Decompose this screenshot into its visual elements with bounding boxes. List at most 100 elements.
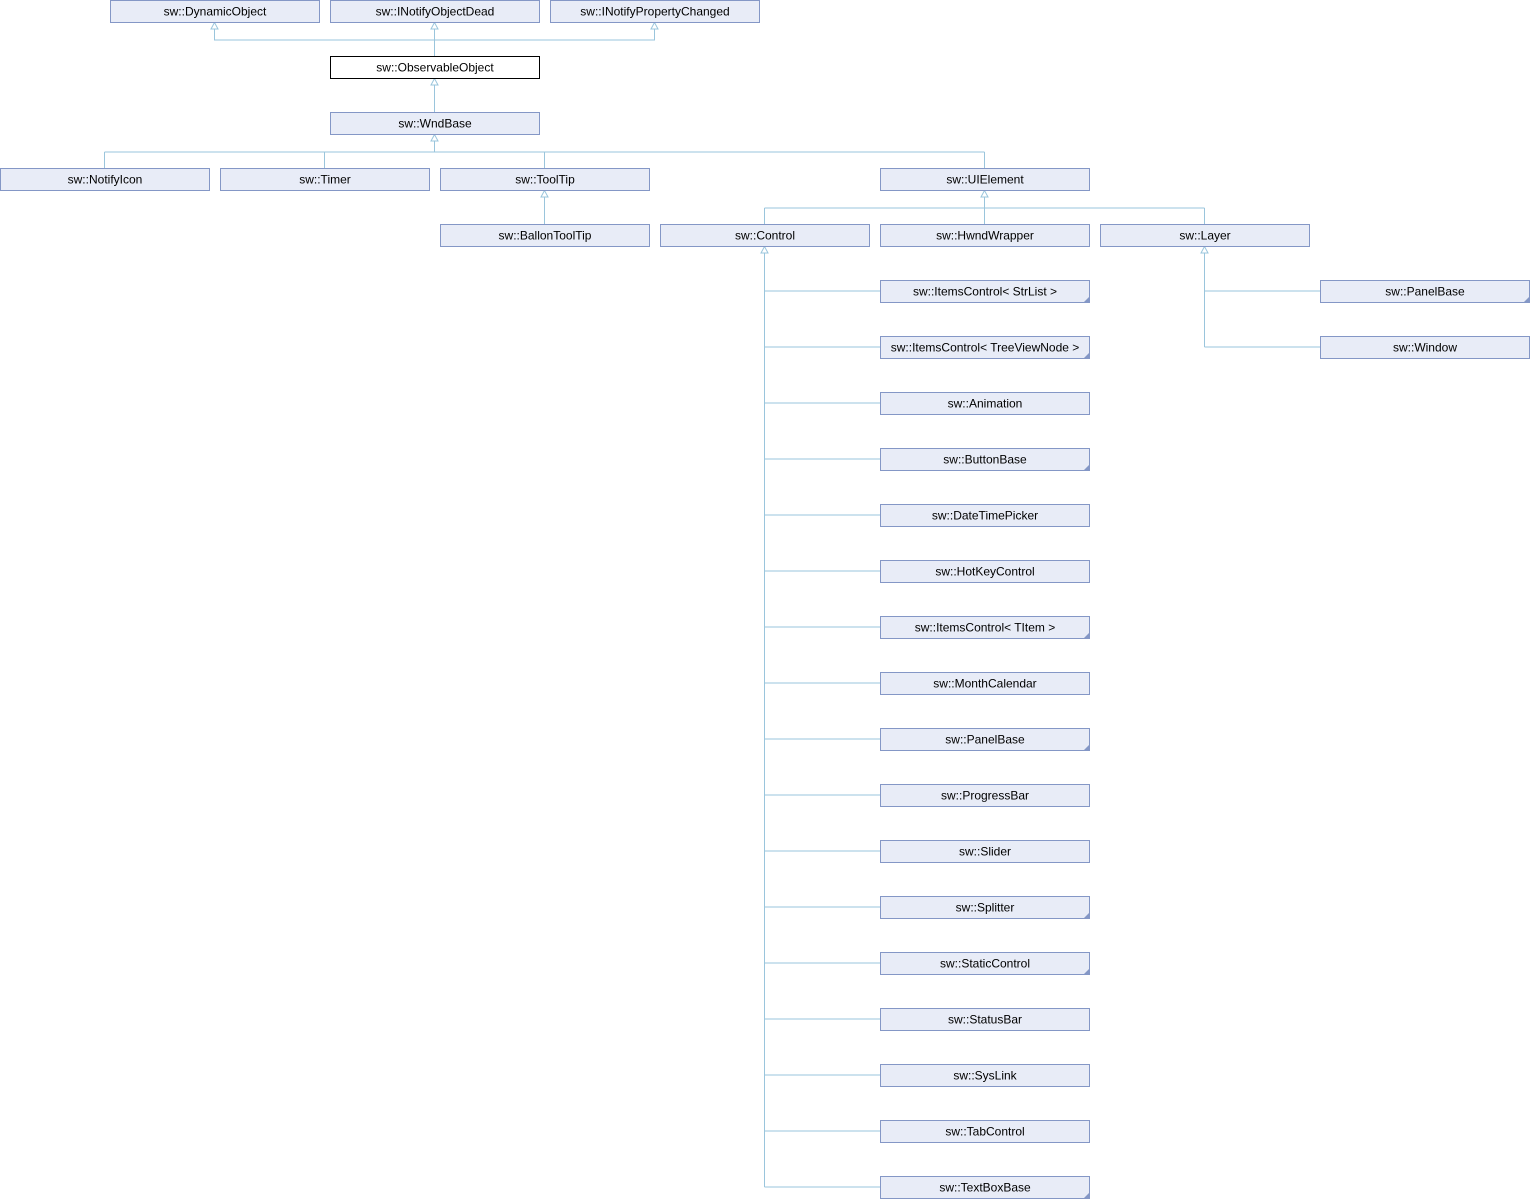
class-node-label: sw::WndBase — [398, 117, 472, 131]
class-node-textbox[interactable]: sw::TextBoxBase — [880, 1176, 1090, 1199]
inheritance-edges — [104, 21, 1320, 1188]
class-node-timer[interactable]: sw::Timer — [220, 168, 430, 191]
class-node-label: sw::Timer — [299, 173, 351, 187]
class-node-label: sw::TabControl — [945, 1125, 1024, 1139]
class-node-label: sw::Layer — [1179, 229, 1230, 243]
class-node-uielement[interactable]: sw::UIElement — [880, 168, 1090, 191]
class-node-label: sw::ToolTip — [515, 173, 575, 187]
class-node-label: sw::Splitter — [956, 901, 1015, 915]
class-node-wndbase[interactable]: sw::WndBase — [330, 112, 540, 135]
class-node-panelbase_l[interactable]: sw::PanelBase — [1320, 280, 1530, 303]
class-node-label: sw::ProgressBar — [941, 789, 1029, 803]
class-node-box — [0, 168, 210, 191]
class-node-box — [880, 1008, 1090, 1031]
class-node-label: sw::ItemsControl< TItem > — [915, 621, 1056, 635]
more-children-corner-icon — [1523, 296, 1530, 303]
class-node-label: sw::ButtonBase — [943, 453, 1027, 467]
edge-inotprop-observ — [434, 28, 655, 56]
class-node-label: sw::HotKeyControl — [935, 565, 1034, 579]
class-node-control[interactable]: sw::Control — [660, 224, 870, 247]
class-node-label: sw::INotifyObjectDead — [376, 5, 495, 19]
class-node-box — [880, 224, 1090, 247]
class-node-box — [440, 168, 650, 191]
class-node-slider[interactable]: sw::Slider — [880, 840, 1090, 863]
arrowhead-layer — [1200, 245, 1209, 254]
class-node-dtp[interactable]: sw::DateTimePicker — [880, 504, 1090, 527]
more-children-corner-icon — [1083, 1192, 1090, 1199]
class-node-label: sw::INotifyPropertyChanged — [580, 5, 729, 19]
class-node-box — [330, 112, 540, 135]
arrowhead-inotdead — [430, 21, 439, 30]
class-node-box — [880, 840, 1090, 863]
class-node-statusbar[interactable]: sw::StatusBar — [880, 1008, 1090, 1031]
class-node-btnbase[interactable]: sw::ButtonBase — [880, 448, 1090, 471]
class-node-progress[interactable]: sw::ProgressBar — [880, 784, 1090, 807]
class-node-box — [880, 1064, 1090, 1087]
class-node-dynobj[interactable]: sw::DynamicObject — [110, 0, 320, 23]
class-node-label: sw::UIElement — [946, 173, 1024, 187]
arrowhead-wndbase — [430, 133, 439, 142]
class-node-anim[interactable]: sw::Animation — [880, 392, 1090, 415]
class-node-box — [330, 56, 540, 79]
class-node-box — [880, 504, 1090, 527]
class-node-box — [330, 0, 540, 23]
class-node-label: sw::DateTimePicker — [932, 509, 1038, 523]
class-node-tabctrl[interactable]: sw::TabControl — [880, 1120, 1090, 1143]
class-node-hwndwrap[interactable]: sw::HwndWrapper — [880, 224, 1090, 247]
class-node-label: sw::Control — [735, 229, 795, 243]
class-node-box — [880, 280, 1090, 303]
class-node-label: sw::ItemsControl< StrList > — [913, 285, 1057, 299]
class-node-label: sw::DynamicObject — [164, 5, 267, 19]
class-node-tooltip[interactable]: sw::ToolTip — [440, 168, 650, 191]
more-children-corner-icon — [1083, 296, 1090, 303]
class-node-panelbase_c[interactable]: sw::PanelBase — [880, 728, 1090, 751]
class-node-label: sw::StatusBar — [948, 1013, 1022, 1027]
class-node-box — [880, 336, 1090, 359]
class-node-syslink[interactable]: sw::SysLink — [880, 1064, 1090, 1087]
arrowhead-dynobj — [210, 21, 219, 30]
class-node-label: sw::ItemsControl< TreeViewNode > — [891, 341, 1080, 355]
class-node-box — [880, 1120, 1090, 1143]
class-node-notifyicon[interactable]: sw::NotifyIcon — [0, 168, 210, 191]
class-node-inotprop[interactable]: sw::INotifyPropertyChanged — [550, 0, 760, 23]
class-node-label: sw::BallonToolTip — [499, 229, 592, 243]
class-node-monthcal[interactable]: sw::MonthCalendar — [880, 672, 1090, 695]
class-node-splitter[interactable]: sw::Splitter — [880, 896, 1090, 919]
class-node-box — [880, 168, 1090, 191]
class-node-ic_str[interactable]: sw::ItemsControl< StrList > — [880, 280, 1090, 303]
class-node-label: sw::Animation — [948, 397, 1023, 411]
class-node-label: sw::StaticControl — [940, 957, 1030, 971]
class-node-window[interactable]: sw::Window — [1320, 336, 1530, 359]
class-node-static[interactable]: sw::StaticControl — [880, 952, 1090, 975]
arrowhead-observ — [430, 77, 439, 86]
class-node-box — [440, 224, 650, 247]
class-node-layer[interactable]: sw::Layer — [1100, 224, 1310, 247]
edge-dynobj-observ — [214, 28, 435, 56]
class-node-label: sw::Window — [1393, 341, 1457, 355]
class-node-box — [220, 168, 430, 191]
class-node-box — [880, 952, 1090, 975]
class-node-box — [1100, 224, 1310, 247]
class-node-box — [880, 448, 1090, 471]
class-node-ic_titem[interactable]: sw::ItemsControl< TItem > — [880, 616, 1090, 639]
class-node-label: sw::NotifyIcon — [68, 173, 143, 187]
more-children-corner-icon — [1083, 744, 1090, 751]
class-node-box — [880, 560, 1090, 583]
class-node-box — [550, 0, 760, 23]
arrowhead-inotprop — [650, 21, 659, 30]
class-node-box — [660, 224, 870, 247]
class-node-label: sw::MonthCalendar — [933, 677, 1036, 691]
arrowhead-control — [760, 245, 769, 254]
more-children-corner-icon — [1083, 912, 1090, 919]
class-node-label: sw::SysLink — [953, 1069, 1017, 1083]
class-node-observ[interactable]: sw::ObservableObject — [330, 56, 540, 79]
arrowhead-tooltip — [540, 189, 549, 198]
class-node-inotdead[interactable]: sw::INotifyObjectDead — [330, 0, 540, 23]
class-node-hotkey[interactable]: sw::HotKeyControl — [880, 560, 1090, 583]
class-node-ballon[interactable]: sw::BallonToolTip — [440, 224, 650, 247]
more-children-corner-icon — [1083, 632, 1090, 639]
class-node-ic_tree[interactable]: sw::ItemsControl< TreeViewNode > — [880, 336, 1090, 359]
class-node-box — [880, 784, 1090, 807]
